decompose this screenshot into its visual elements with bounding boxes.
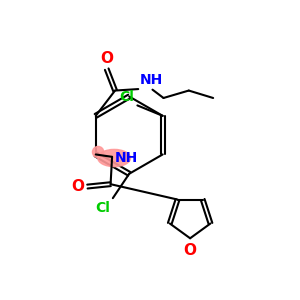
- Text: O: O: [184, 243, 196, 258]
- Text: Cl: Cl: [119, 90, 134, 104]
- Text: NH: NH: [115, 151, 138, 165]
- Text: NH: NH: [140, 73, 163, 87]
- Ellipse shape: [92, 146, 104, 158]
- Text: Cl: Cl: [95, 201, 110, 215]
- Text: O: O: [100, 51, 113, 66]
- Text: O: O: [71, 179, 84, 194]
- Ellipse shape: [98, 149, 130, 167]
